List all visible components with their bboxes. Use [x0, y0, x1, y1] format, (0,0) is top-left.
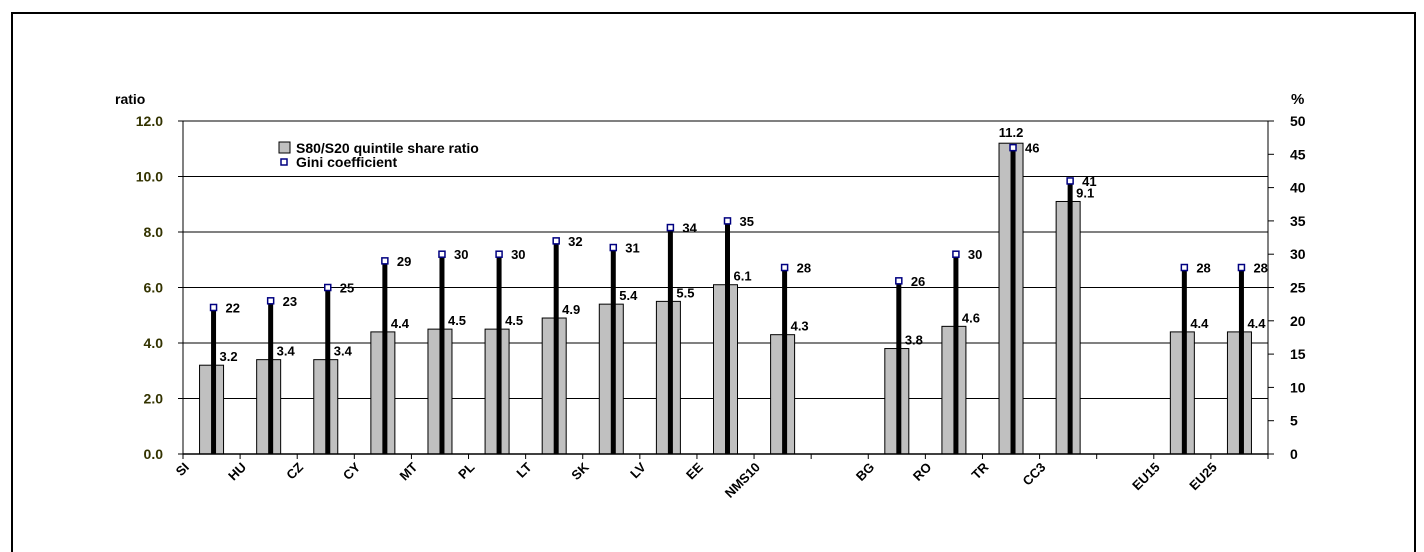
category-label: CY [340, 459, 364, 483]
gini-marker [1180, 263, 1189, 272]
gini-marker [780, 263, 789, 272]
gini-value-label: 32 [568, 234, 582, 249]
right-axis-label: % [1291, 91, 1304, 108]
legend-label-bar: S80/S20 quintile share ratio [296, 140, 479, 156]
gini-marker [552, 237, 560, 245]
gini-value-label: 46 [1025, 141, 1039, 156]
gini-series: 3.2 3.4 3.4 4.4 4.5 4.5 4.9 5.4 5.5 6.1 4.3 3.8 4.6 1… [209, 125, 1268, 454]
legend-label-gini: Gini coefficient [296, 154, 397, 170]
category-label: SK [568, 459, 592, 483]
category-label: PL [455, 459, 477, 481]
gini-marker [324, 283, 332, 292]
gini-value-label: 34 [682, 221, 697, 236]
bar-value-label: 4.4 [1247, 316, 1266, 331]
gini-value-label: 28 [1253, 261, 1267, 276]
left-axis-label: ratio [115, 91, 145, 107]
category-label: CZ [283, 459, 306, 482]
gini-marker [609, 243, 618, 252]
gini-value-label: 28 [1196, 261, 1210, 276]
gini-value-label: 22 [226, 300, 240, 315]
category-label: EU25 [1186, 460, 1220, 494]
bar-value-label: 4.6 [962, 310, 980, 325]
chart-frame [11, 12, 1416, 552]
bar-value-label: 9.1 [1076, 185, 1094, 200]
gini-marker [1237, 263, 1246, 272]
gini-marker [381, 257, 389, 265]
category-label: EU15 [1129, 460, 1163, 494]
bar-value-label: 3.4 [334, 344, 353, 359]
legend-swatch-bar [278, 141, 291, 154]
legend-swatch-gini [280, 158, 288, 166]
bar-value-label: 4.9 [562, 302, 580, 317]
bar-value-label: 11.2 [999, 125, 1024, 140]
gini-marker [1066, 177, 1074, 185]
right-tick-label: 50 [1290, 113, 1306, 129]
bar-value-label: 3.8 [905, 333, 923, 348]
gini-value-label: 28 [797, 261, 811, 276]
gini-marker [723, 217, 732, 225]
right-tick-label: 15 [1290, 346, 1306, 362]
left-tick-label: 8.0 [144, 224, 164, 240]
gini-value-label: 30 [968, 247, 982, 262]
gini-value-label: 29 [397, 254, 411, 269]
gini-marker [895, 277, 903, 285]
gini-value-label: 30 [511, 247, 525, 262]
category-label: SI [173, 460, 192, 479]
gini-value-label: 25 [340, 281, 354, 296]
category-label: CC3 [1020, 460, 1049, 489]
right-tick-label: 25 [1290, 280, 1306, 296]
category-label: BG [853, 460, 877, 484]
left-tick-label: 4.0 [144, 335, 164, 351]
right-tick-label: 20 [1290, 313, 1306, 329]
bar-value-label: 5.4 [619, 288, 638, 303]
gini-marker [209, 303, 218, 312]
legend: S80/S20 quintile share ratio Gini coeffi… [278, 140, 479, 170]
gini-value-label: 23 [283, 294, 297, 309]
bar-value-label: 5.5 [676, 285, 694, 300]
bar-value-label: 3.4 [277, 344, 296, 359]
right-tick-label: 5 [1290, 413, 1298, 429]
right-tick-label: 0 [1290, 446, 1298, 462]
category-label: RO [910, 460, 934, 484]
gini-marker [495, 250, 503, 258]
gini-marker [266, 297, 275, 305]
left-tick-label: 10.0 [136, 169, 163, 185]
gini-value-label: 35 [740, 214, 754, 229]
gini-value-label: 26 [911, 274, 925, 289]
right-tick-label: 45 [1290, 146, 1306, 162]
left-tick-label: 0.0 [144, 446, 164, 462]
bar-value-label: 3.2 [220, 349, 238, 364]
bar-value-label: 6.1 [734, 269, 752, 284]
category-label: NMS10 [722, 460, 763, 501]
right-tick-label: 40 [1290, 180, 1306, 196]
category-label: TR [969, 459, 992, 482]
right-tick-label: 10 [1290, 379, 1306, 395]
right-tick-label: 30 [1290, 246, 1306, 262]
bar-value-label: 4.5 [448, 313, 466, 328]
left-tick-label: 6.0 [144, 280, 164, 296]
category-label: LV [627, 459, 649, 481]
bar-value-label: 4.5 [505, 313, 523, 328]
left-tick-label: 12.0 [136, 113, 163, 129]
gini-value-label: 31 [625, 241, 639, 256]
gini-marker [1009, 143, 1017, 152]
category-label: EE [683, 459, 706, 482]
gini-marker [438, 250, 446, 258]
gini-value-label: 41 [1082, 174, 1096, 189]
category-label: MT [397, 459, 421, 483]
category-label: LT [513, 459, 534, 480]
gini-marker [952, 250, 960, 258]
bar-value-label: 4.4 [391, 316, 410, 331]
chart-svg: 3.2 3.4 3.4 4.4 4.5 4.5 4.9 5.4 5.5 6.1 4.3 3.8 4.6 1… [115, 91, 1306, 501]
gini-value-label: 30 [454, 247, 468, 262]
right-tick-label: 35 [1290, 213, 1306, 229]
bar-value-label: 4.3 [791, 319, 809, 334]
left-tick-label: 2.0 [144, 391, 164, 407]
category-label: HU [225, 460, 249, 484]
gini-marker [666, 223, 675, 232]
bar-value-label: 4.4 [1190, 316, 1209, 331]
